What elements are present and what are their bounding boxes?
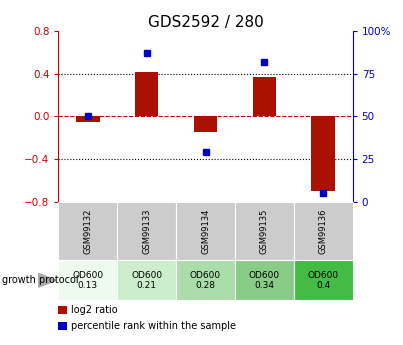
Bar (76, 117, 100, 122)
Text: GSM99136: GSM99136 (319, 208, 328, 254)
Bar (312, 117, 335, 191)
Bar (135, 72, 158, 117)
Text: OD600
0.13: OD600 0.13 (72, 270, 104, 290)
Text: growth protocol: growth protocol (2, 275, 79, 285)
Text: OD600
0.21: OD600 0.21 (131, 270, 162, 290)
Text: GSM99135: GSM99135 (260, 208, 269, 254)
Title: GDS2592 / 280: GDS2592 / 280 (147, 15, 264, 30)
Bar (194, 117, 217, 132)
Text: OD600
0.28: OD600 0.28 (190, 270, 221, 290)
Text: percentile rank within the sample: percentile rank within the sample (71, 321, 236, 331)
Bar (253, 77, 276, 117)
Text: GSM99133: GSM99133 (142, 208, 151, 254)
Text: OD600
0.34: OD600 0.34 (249, 270, 280, 290)
Text: OD600
0.4: OD600 0.4 (307, 270, 339, 290)
Text: log2 ratio: log2 ratio (71, 305, 118, 315)
Polygon shape (38, 273, 56, 287)
Text: GSM99132: GSM99132 (83, 208, 92, 254)
Text: GSM99134: GSM99134 (201, 208, 210, 254)
